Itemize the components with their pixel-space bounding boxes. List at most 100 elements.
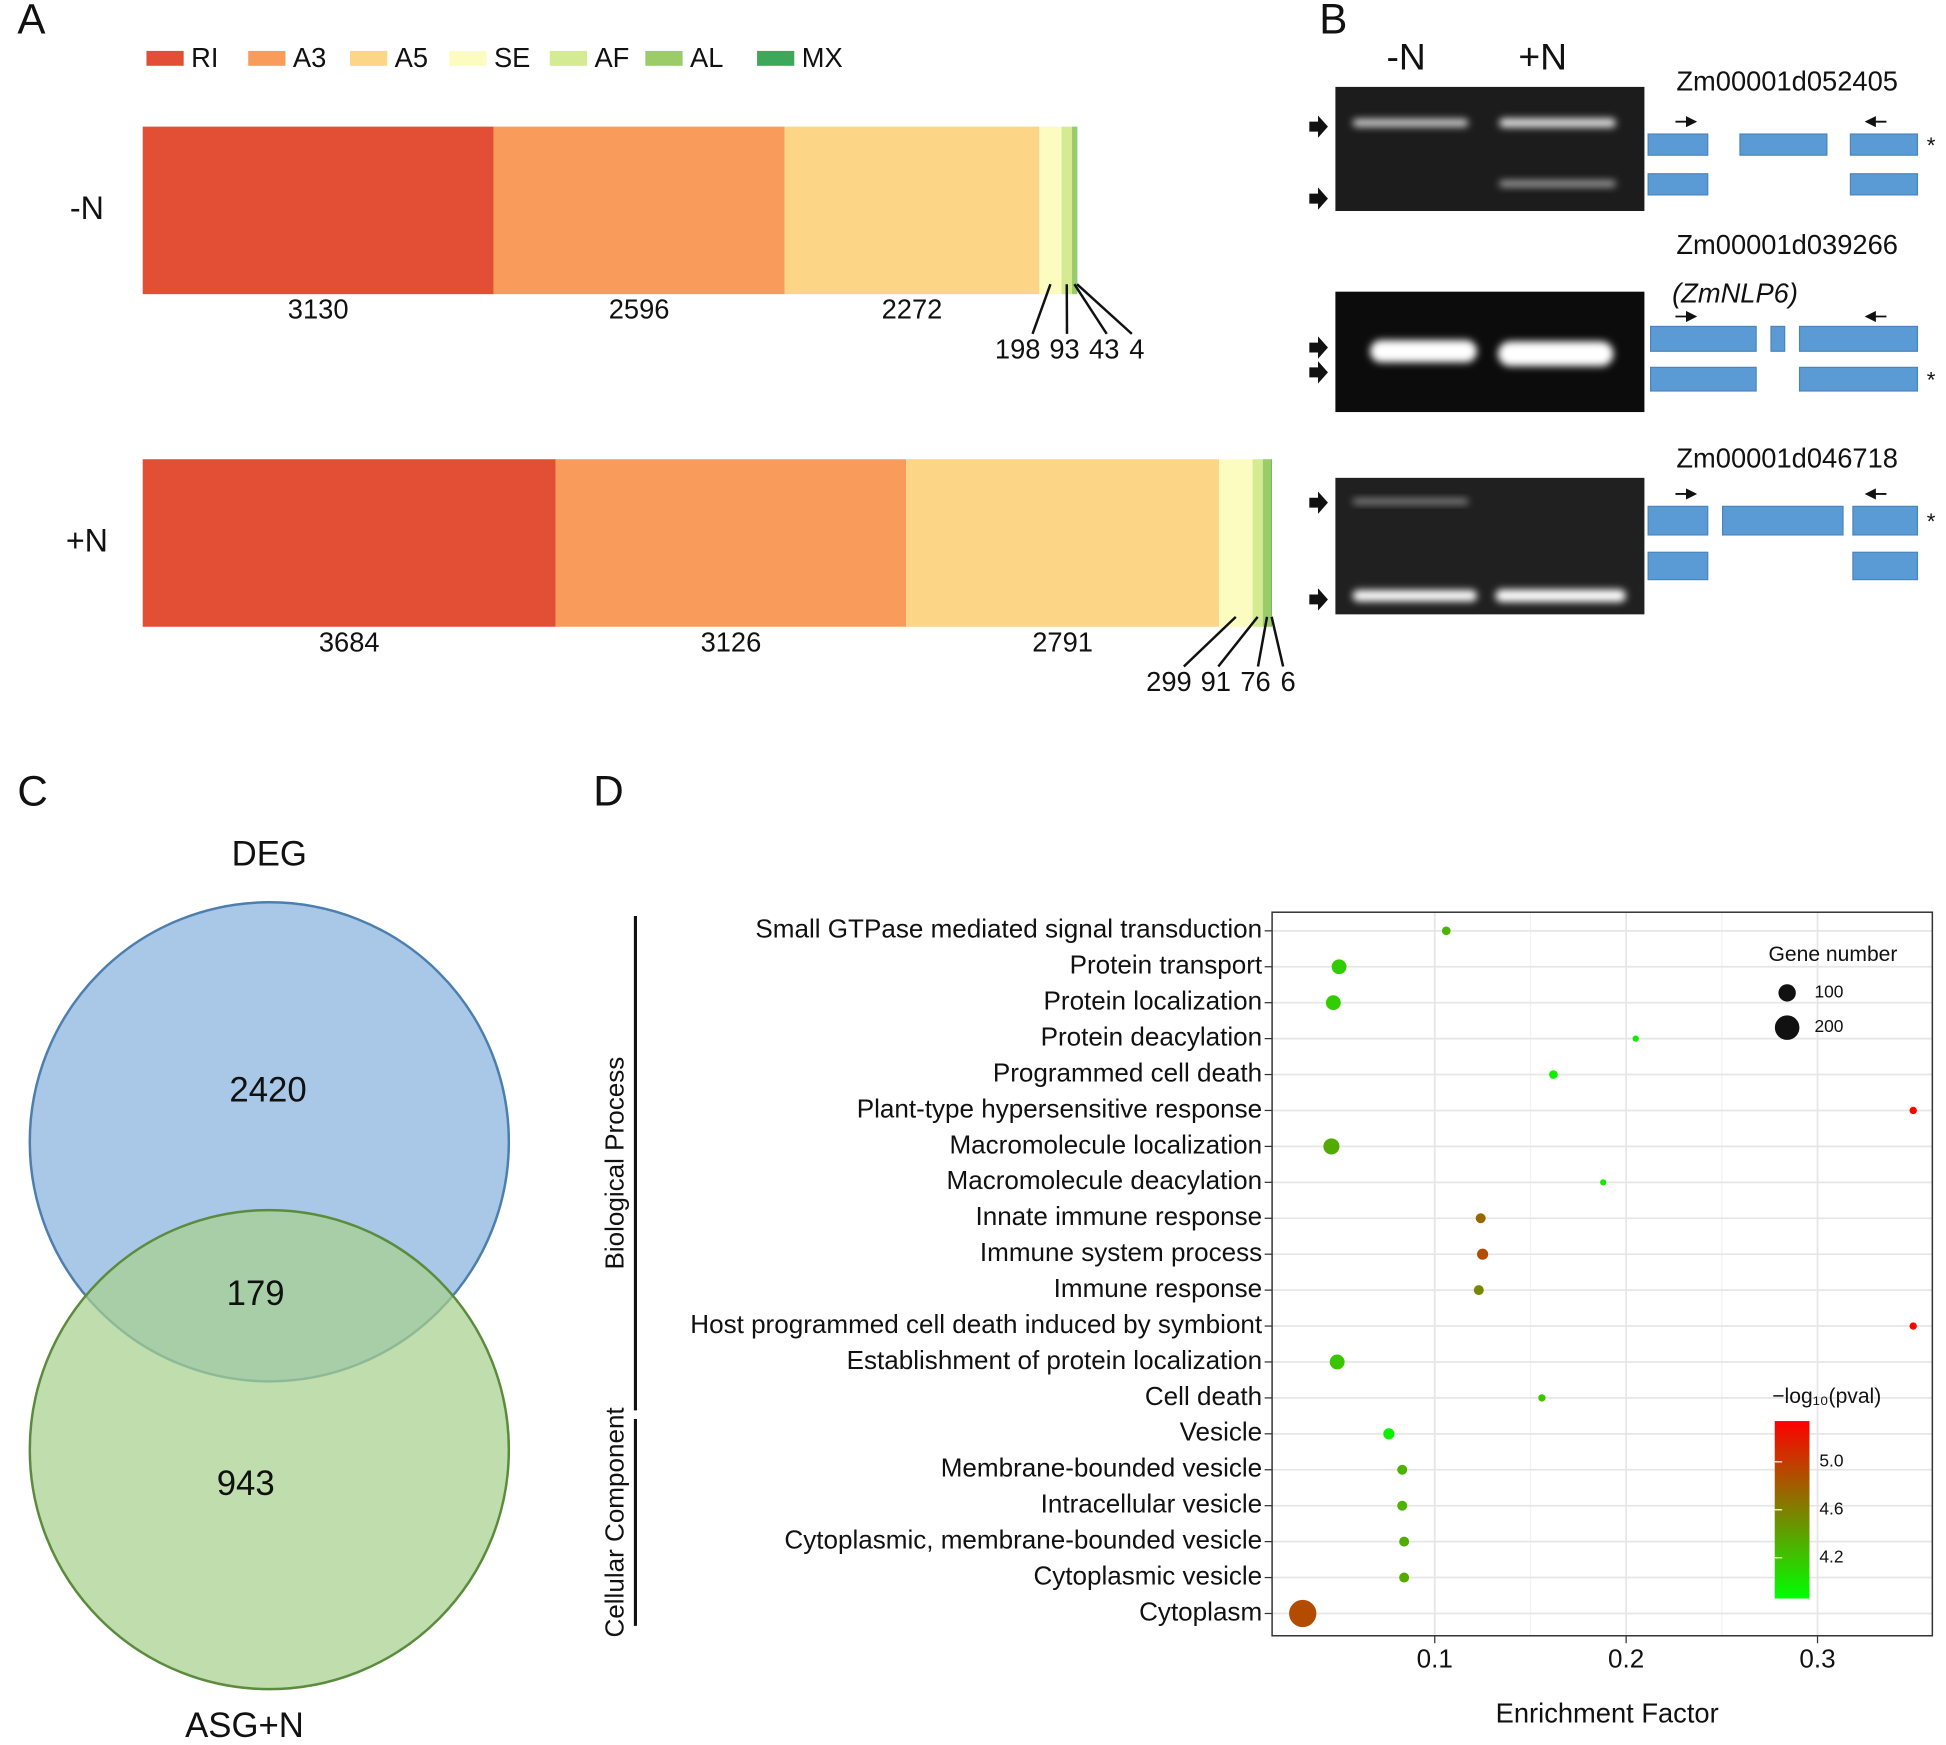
set-label: ASG+N <box>185 1707 304 1745</box>
gene-id: Zm00001d039266 <box>1676 229 1898 260</box>
gel-band <box>1370 340 1477 363</box>
x-tick-label: 0.1 <box>1417 1643 1453 1673</box>
band-arrow <box>1309 187 1328 210</box>
legend-dot <box>1778 984 1796 1002</box>
y-tick-label: Innate immune response <box>975 1201 1262 1231</box>
group-label: Cellular Component <box>600 1407 630 1638</box>
dot <box>1329 1354 1345 1370</box>
y-tick-label: Vesicle <box>1180 1417 1263 1447</box>
exon <box>1798 325 1919 352</box>
exon <box>1721 505 1844 536</box>
gene-id: Zm00001d052405 <box>1676 65 1898 96</box>
bar-segment <box>1219 459 1253 627</box>
legend-swatch <box>449 50 487 66</box>
dot <box>1632 1035 1639 1042</box>
leader-line <box>1182 615 1237 668</box>
category-label: -N <box>70 190 104 226</box>
dot <box>1441 926 1451 936</box>
dot <box>1323 1138 1340 1155</box>
venn-count: 2420 <box>229 1071 306 1109</box>
bar-segment <box>1262 459 1272 627</box>
legend-label: A5 <box>395 42 428 73</box>
dot <box>1473 1285 1484 1296</box>
gene-alias: (ZmNLP6) <box>1672 278 1798 309</box>
y-tick-label: Cytoplasmic vesicle <box>1033 1560 1262 1590</box>
gel-band <box>1499 118 1616 128</box>
y-tick-label: Membrane-bounded vesicle <box>941 1453 1262 1483</box>
exon <box>1852 551 1919 581</box>
leader-line <box>1256 616 1269 667</box>
dot <box>1538 1394 1546 1402</box>
legend-title: −log₁₀(pval) <box>1772 1385 1881 1408</box>
gel-band <box>1352 590 1477 602</box>
exon <box>1650 325 1757 352</box>
bar-segment <box>906 459 1220 627</box>
legend-swatch <box>349 50 388 66</box>
legend-swatch <box>146 50 184 66</box>
leader-line <box>1031 283 1052 335</box>
y-tick-label: Macromolecule localization <box>949 1129 1262 1159</box>
y-tick-label: Intracellular vesicle <box>1041 1489 1263 1519</box>
dot <box>1600 1179 1607 1186</box>
y-tick-label: Small GTPase mediated signal transductio… <box>755 914 1262 944</box>
legend-label: RI <box>191 42 218 73</box>
dot <box>1331 959 1347 975</box>
value-label: 2596 <box>609 294 670 325</box>
exon <box>1739 133 1828 156</box>
exon <box>1852 505 1919 536</box>
dot <box>1289 1599 1317 1628</box>
legend-label: MX <box>802 42 843 73</box>
venn-count: 179 <box>227 1275 285 1313</box>
value-label: 43 <box>1089 333 1119 364</box>
y-tick-label: Cytoplasm <box>1139 1596 1262 1626</box>
category-label: +N <box>66 523 108 559</box>
x-axis-title: Enrichment Factor <box>1496 1697 1719 1728</box>
y-tick-label: Protein transport <box>1070 950 1263 980</box>
exon <box>1647 173 1709 196</box>
value-label: 299 <box>1146 666 1192 697</box>
value-label: 2791 <box>1032 626 1093 657</box>
legend-swatch <box>645 50 683 66</box>
dot <box>1477 1248 1489 1260</box>
legend-dot <box>1774 1015 1800 1040</box>
bar-segment <box>142 126 494 295</box>
legend-label: AF <box>594 42 629 73</box>
plot-area <box>1272 912 1933 1636</box>
color-tick-label: 4.2 <box>1819 1546 1843 1566</box>
panel-label: A <box>17 0 46 43</box>
y-tick-label: Macromolecule deacylation <box>947 1165 1263 1195</box>
band-arrow <box>1309 361 1328 384</box>
band-arrow <box>1309 588 1328 611</box>
dot <box>1475 1213 1486 1224</box>
y-tick-label: Cell death <box>1145 1381 1262 1411</box>
legend-label: 200 <box>1814 1016 1843 1036</box>
color-tick-label: 4.6 <box>1819 1498 1843 1518</box>
y-tick-label: Protein localization <box>1044 986 1263 1016</box>
dot <box>1909 1106 1917 1115</box>
dot <box>1383 1428 1395 1440</box>
legend-swatch <box>549 50 588 66</box>
dot <box>1399 1536 1410 1547</box>
bar-segment <box>1061 126 1072 295</box>
legend-label: AL <box>690 42 723 73</box>
legend-label: A3 <box>293 42 326 73</box>
legend-swatch <box>757 50 795 66</box>
band-arrow <box>1309 336 1328 359</box>
venn-count: 943 <box>217 1465 275 1503</box>
dot <box>1397 1464 1408 1475</box>
value-label: 93 <box>1049 333 1079 364</box>
asterisk: * <box>1927 133 1936 158</box>
value-label: 3126 <box>701 626 762 657</box>
exon <box>1849 133 1919 156</box>
exon <box>1647 505 1709 536</box>
venn-circle <box>28 1208 511 1691</box>
legend-title: Gene number <box>1769 943 1898 966</box>
panel-label: B <box>1319 0 1347 43</box>
gel-band <box>1352 498 1469 504</box>
color-tick-label: 5.0 <box>1819 1450 1843 1470</box>
gel-band <box>1352 119 1469 127</box>
y-tick-label: Programmed cell death <box>993 1057 1262 1087</box>
bar-segment <box>1039 126 1062 295</box>
gel-band <box>1497 341 1614 367</box>
y-tick-label: Protein deacylation <box>1041 1022 1263 1052</box>
